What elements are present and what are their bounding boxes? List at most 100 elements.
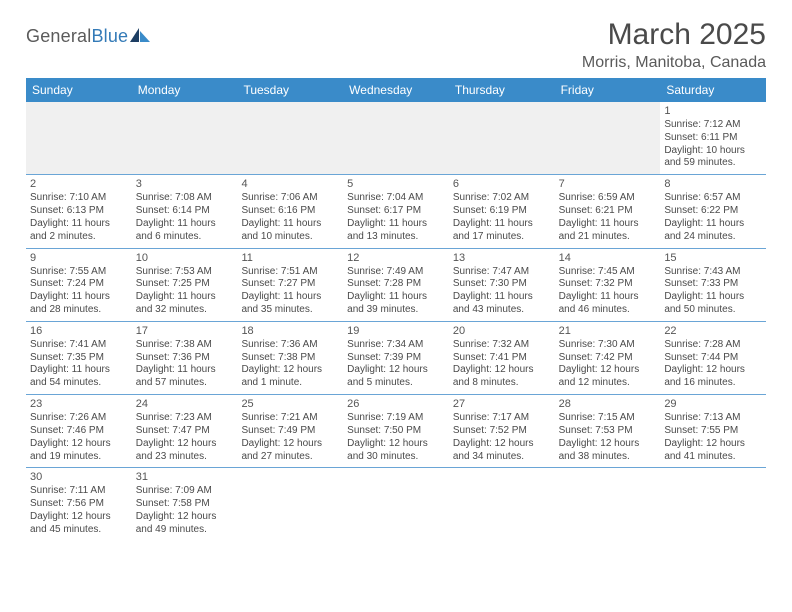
daylight2-text: and 57 minutes. bbox=[136, 377, 234, 390]
sunrise-text: Sunrise: 6:59 AM bbox=[559, 192, 657, 205]
sunrise-text: Sunrise: 7:45 AM bbox=[559, 266, 657, 279]
daylight2-text: and 2 minutes. bbox=[30, 231, 128, 244]
day-number: 26 bbox=[347, 397, 445, 411]
page-header: GeneralBlue March 2025 Morris, Manitoba,… bbox=[26, 18, 766, 72]
daylight2-text: and 17 minutes. bbox=[453, 231, 551, 244]
sunset-text: Sunset: 7:50 PM bbox=[347, 425, 445, 438]
daylight1-text: Daylight: 12 hours bbox=[347, 438, 445, 451]
day-number: 30 bbox=[30, 470, 128, 484]
sunset-text: Sunset: 7:32 PM bbox=[559, 278, 657, 291]
daylight1-text: Daylight: 11 hours bbox=[136, 364, 234, 377]
daylight1-text: Daylight: 12 hours bbox=[664, 364, 762, 377]
weekday-header: Thursday bbox=[449, 78, 555, 102]
calendar-cell: 5Sunrise: 7:04 AMSunset: 6:17 PMDaylight… bbox=[343, 175, 449, 247]
calendar-cell: 22Sunrise: 7:28 AMSunset: 7:44 PMDayligh… bbox=[660, 322, 766, 394]
calendar-cell bbox=[132, 102, 238, 174]
location-subtitle: Morris, Manitoba, Canada bbox=[582, 54, 766, 72]
daylight2-text: and 35 minutes. bbox=[241, 304, 339, 317]
sunset-text: Sunset: 6:21 PM bbox=[559, 205, 657, 218]
daylight2-text: and 43 minutes. bbox=[453, 304, 551, 317]
daylight1-text: Daylight: 11 hours bbox=[241, 218, 339, 231]
sunset-text: Sunset: 7:53 PM bbox=[559, 425, 657, 438]
daylight1-text: Daylight: 12 hours bbox=[136, 511, 234, 524]
calendar-cell: 8Sunrise: 6:57 AMSunset: 6:22 PMDaylight… bbox=[660, 175, 766, 247]
daylight2-text: and 28 minutes. bbox=[30, 304, 128, 317]
daylight2-text: and 49 minutes. bbox=[136, 524, 234, 537]
daylight2-text: and 23 minutes. bbox=[136, 451, 234, 464]
calendar-cell bbox=[449, 102, 555, 174]
day-number: 11 bbox=[241, 251, 339, 265]
daylight1-text: Daylight: 10 hours bbox=[664, 145, 762, 158]
sunrise-text: Sunrise: 6:57 AM bbox=[664, 192, 762, 205]
calendar-cell: 17Sunrise: 7:38 AMSunset: 7:36 PMDayligh… bbox=[132, 322, 238, 394]
calendar-cell bbox=[449, 468, 555, 540]
calendar-cell: 25Sunrise: 7:21 AMSunset: 7:49 PMDayligh… bbox=[237, 395, 343, 467]
sunrise-text: Sunrise: 7:12 AM bbox=[664, 119, 762, 132]
daylight1-text: Daylight: 11 hours bbox=[30, 218, 128, 231]
sunset-text: Sunset: 7:38 PM bbox=[241, 352, 339, 365]
calendar-cell: 30Sunrise: 7:11 AMSunset: 7:56 PMDayligh… bbox=[26, 468, 132, 540]
calendar-cell: 14Sunrise: 7:45 AMSunset: 7:32 PMDayligh… bbox=[555, 249, 661, 321]
day-number: 5 bbox=[347, 177, 445, 191]
daylight2-text: and 10 minutes. bbox=[241, 231, 339, 244]
calendar-cell: 27Sunrise: 7:17 AMSunset: 7:52 PMDayligh… bbox=[449, 395, 555, 467]
daylight2-text: and 6 minutes. bbox=[136, 231, 234, 244]
calendar-week-row: 2Sunrise: 7:10 AMSunset: 6:13 PMDaylight… bbox=[26, 175, 766, 248]
sunset-text: Sunset: 7:33 PM bbox=[664, 278, 762, 291]
sunrise-text: Sunrise: 7:32 AM bbox=[453, 339, 551, 352]
daylight1-text: Daylight: 12 hours bbox=[453, 438, 551, 451]
day-number: 20 bbox=[453, 324, 551, 338]
calendar-cell: 9Sunrise: 7:55 AMSunset: 7:24 PMDaylight… bbox=[26, 249, 132, 321]
daylight1-text: Daylight: 11 hours bbox=[559, 218, 657, 231]
day-number: 21 bbox=[559, 324, 657, 338]
sunrise-text: Sunrise: 7:19 AM bbox=[347, 412, 445, 425]
day-number: 17 bbox=[136, 324, 234, 338]
daylight1-text: Daylight: 12 hours bbox=[559, 438, 657, 451]
sunset-text: Sunset: 6:11 PM bbox=[664, 132, 762, 145]
sunset-text: Sunset: 7:28 PM bbox=[347, 278, 445, 291]
day-number: 6 bbox=[453, 177, 551, 191]
weekday-header: Wednesday bbox=[343, 78, 449, 102]
sunset-text: Sunset: 7:55 PM bbox=[664, 425, 762, 438]
calendar-week-row: 1Sunrise: 7:12 AMSunset: 6:11 PMDaylight… bbox=[26, 102, 766, 175]
daylight2-text: and 21 minutes. bbox=[559, 231, 657, 244]
day-number: 1 bbox=[664, 104, 762, 118]
calendar-cell bbox=[26, 102, 132, 174]
daylight2-text: and 8 minutes. bbox=[453, 377, 551, 390]
sunrise-text: Sunrise: 7:55 AM bbox=[30, 266, 128, 279]
sunrise-text: Sunrise: 7:06 AM bbox=[241, 192, 339, 205]
daylight2-text: and 54 minutes. bbox=[30, 377, 128, 390]
sunset-text: Sunset: 7:36 PM bbox=[136, 352, 234, 365]
calendar-cell: 19Sunrise: 7:34 AMSunset: 7:39 PMDayligh… bbox=[343, 322, 449, 394]
daylight2-text: and 41 minutes. bbox=[664, 451, 762, 464]
daylight1-text: Daylight: 11 hours bbox=[30, 364, 128, 377]
daylight2-text: and 34 minutes. bbox=[453, 451, 551, 464]
daylight1-text: Daylight: 12 hours bbox=[559, 364, 657, 377]
daylight1-text: Daylight: 11 hours bbox=[347, 218, 445, 231]
calendar-cell: 1Sunrise: 7:12 AMSunset: 6:11 PMDaylight… bbox=[660, 102, 766, 174]
sunset-text: Sunset: 7:24 PM bbox=[30, 278, 128, 291]
sunrise-text: Sunrise: 7:10 AM bbox=[30, 192, 128, 205]
day-number: 3 bbox=[136, 177, 234, 191]
day-number: 29 bbox=[664, 397, 762, 411]
sunrise-text: Sunrise: 7:51 AM bbox=[241, 266, 339, 279]
calendar-cell: 28Sunrise: 7:15 AMSunset: 7:53 PMDayligh… bbox=[555, 395, 661, 467]
sunrise-text: Sunrise: 7:47 AM bbox=[453, 266, 551, 279]
sail-icon bbox=[130, 28, 152, 51]
calendar-cell: 4Sunrise: 7:06 AMSunset: 6:16 PMDaylight… bbox=[237, 175, 343, 247]
day-number: 24 bbox=[136, 397, 234, 411]
daylight1-text: Daylight: 12 hours bbox=[241, 364, 339, 377]
day-number: 15 bbox=[664, 251, 762, 265]
calendar-week-row: 23Sunrise: 7:26 AMSunset: 7:46 PMDayligh… bbox=[26, 395, 766, 468]
sunrise-text: Sunrise: 7:34 AM bbox=[347, 339, 445, 352]
calendar-cell: 21Sunrise: 7:30 AMSunset: 7:42 PMDayligh… bbox=[555, 322, 661, 394]
daylight1-text: Daylight: 12 hours bbox=[347, 364, 445, 377]
calendar-cell bbox=[343, 102, 449, 174]
title-block: March 2025 Morris, Manitoba, Canada bbox=[582, 18, 766, 72]
calendar-cell: 18Sunrise: 7:36 AMSunset: 7:38 PMDayligh… bbox=[237, 322, 343, 394]
calendar-cell: 6Sunrise: 7:02 AMSunset: 6:19 PMDaylight… bbox=[449, 175, 555, 247]
calendar-week-row: 16Sunrise: 7:41 AMSunset: 7:35 PMDayligh… bbox=[26, 322, 766, 395]
daylight1-text: Daylight: 12 hours bbox=[30, 511, 128, 524]
calendar-cell bbox=[555, 102, 661, 174]
day-number: 27 bbox=[453, 397, 551, 411]
